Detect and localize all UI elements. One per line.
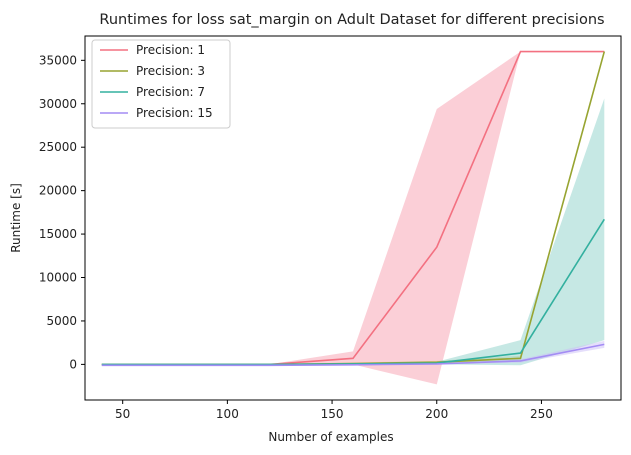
legend-label-precision-1: Precision: 1: [136, 43, 205, 57]
y-tick-label: 25000: [39, 140, 77, 154]
legend-box: [91, 39, 231, 129]
x-tick-label: 100: [216, 407, 239, 421]
legend: Precision: 1 Precision: 3 Precision: 7 Prec…: [91, 39, 231, 129]
band-precision-3: [101, 98, 605, 366]
y-tick-label: 10000: [39, 271, 77, 285]
y-tick-label: 0: [69, 357, 77, 371]
y-tick-label: 5000: [46, 314, 77, 328]
line-precision-3: [101, 218, 605, 366]
series-lines: [101, 50, 606, 367]
chart-title: Runtimes for loss sat_margin on Adult Da…: [99, 12, 604, 28]
x-tick-label: 50: [115, 407, 130, 421]
y-axis-label: Runtime [s]: [9, 183, 23, 253]
y-tick-label: 20000: [39, 184, 77, 198]
y-tick-label: 15000: [39, 227, 77, 241]
y-axis-ticks: 0 5000 10000 15000 20000 25000 30000 35000: [39, 53, 85, 371]
plot-frame: [84, 35, 622, 401]
confidence-bands: [101, 51, 605, 385]
x-tick-label: 200: [425, 407, 448, 421]
line-precision-4: [101, 343, 605, 367]
x-tick-label: 250: [530, 407, 553, 421]
x-axis-label: Number of examples: [268, 430, 393, 444]
legend-label-precision-3: Precision: 7: [136, 85, 205, 99]
band-precision-1: [101, 51, 605, 385]
y-tick-label: 35000: [39, 53, 77, 67]
legend-label-precision-2: Precision: 3: [136, 64, 205, 78]
y-tick-label: 30000: [39, 97, 77, 111]
x-tick-label: 150: [321, 407, 344, 421]
legend-label-precision-4: Precision: 15: [136, 106, 213, 120]
x-axis-ticks: 50 100 150 200 250: [115, 400, 553, 421]
